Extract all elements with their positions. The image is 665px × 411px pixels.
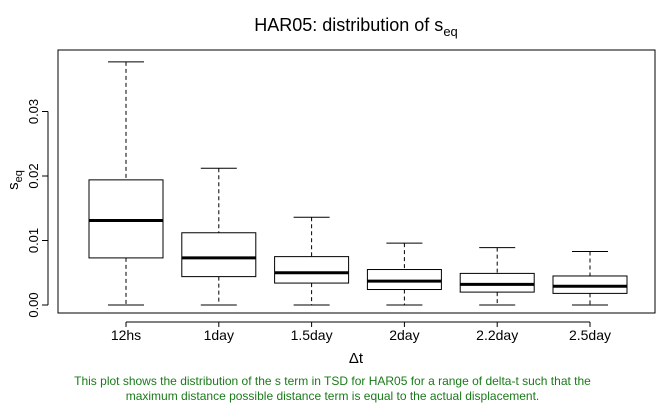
y-tick-label: 0.02 xyxy=(26,163,41,188)
x-axis-label: Δt xyxy=(349,350,364,367)
interquartile-box xyxy=(552,275,628,294)
box-1.5day xyxy=(274,216,350,306)
caption-line-2: maximum distance possible distance term … xyxy=(125,389,540,403)
caption-line-1: This plot shows the distribution of the … xyxy=(74,374,591,388)
x-tick-label: 1.5day xyxy=(291,327,333,343)
interquartile-box xyxy=(274,256,350,284)
box-2.2day xyxy=(459,247,535,306)
box-1day xyxy=(181,167,257,306)
box-series xyxy=(88,61,628,306)
y-tick-label: 0.00 xyxy=(26,292,41,317)
x-axis: 12hs 1day 1.5day 2day 2.2day 2.5day xyxy=(111,321,611,343)
x-tick-label: 12hs xyxy=(111,327,141,343)
boxplot-chart: HAR05: distribution of seq 0.000.010.020… xyxy=(5,15,656,367)
plot-frame xyxy=(57,49,656,314)
y-axis-label: seq xyxy=(5,170,25,190)
x-tick-label: 2.2day xyxy=(476,327,518,343)
figure-caption: This plot shows the distribution of the … xyxy=(0,374,665,404)
interquartile-box xyxy=(459,272,535,293)
y-tick-label: 0.01 xyxy=(26,228,41,253)
box-12hs xyxy=(88,61,164,306)
chart-title: HAR05: distribution of seq xyxy=(254,15,458,39)
x-tick-label: 2day xyxy=(389,327,419,343)
y-axis: 0.00 0.01 0.02 0.03 xyxy=(26,99,49,318)
y-tick-label: 0.03 xyxy=(26,99,41,124)
x-tick-label: 2.5day xyxy=(569,327,611,343)
x-tick-label: 1day xyxy=(204,327,234,343)
interquartile-box xyxy=(88,179,164,259)
interquartile-box xyxy=(181,232,257,278)
box-2day xyxy=(366,242,442,306)
box-2.5day xyxy=(552,250,628,306)
interquartile-box xyxy=(366,269,442,291)
